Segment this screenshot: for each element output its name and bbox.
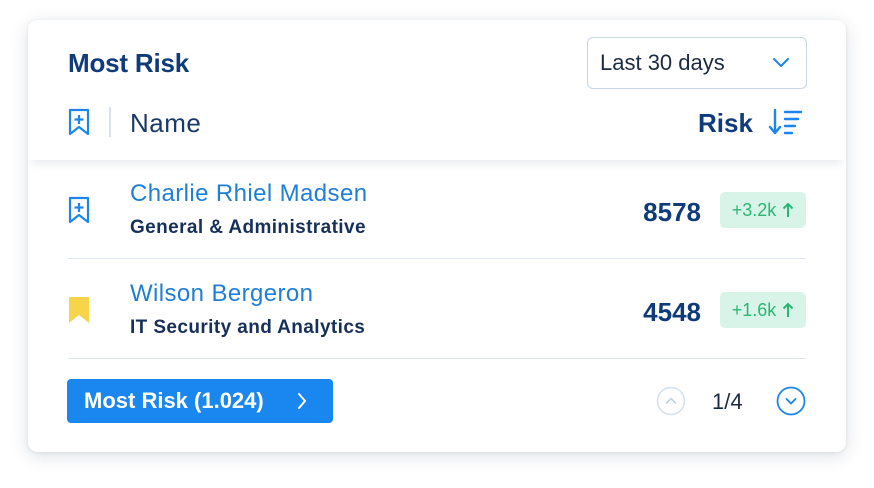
most-risk-card: Most Risk Last 30 days Name Risk bbox=[28, 20, 846, 452]
more-button-label: Most Risk (1.024) bbox=[84, 388, 264, 413]
period-dropdown[interactable]: Last 30 days bbox=[587, 37, 807, 89]
sort-descending-icon[interactable] bbox=[768, 108, 804, 136]
chevron-down-icon bbox=[773, 58, 789, 67]
page-indicator: 1/4 bbox=[712, 389, 743, 414]
risk-score: 8578 bbox=[643, 197, 701, 227]
page-prev-button[interactable] bbox=[656, 386, 686, 416]
chevron-right-icon bbox=[298, 393, 306, 409]
department-label: IT Security and Analytics bbox=[130, 317, 366, 338]
person-name-link[interactable]: Wilson Bergeron bbox=[130, 280, 314, 307]
bookmark-filled-icon[interactable] bbox=[68, 296, 90, 324]
page-next-button[interactable] bbox=[776, 386, 806, 416]
column-header-risk[interactable]: Risk bbox=[698, 108, 753, 138]
table-row[interactable]: Charlie Rhiel Madsen General & Administr… bbox=[68, 160, 806, 259]
risk-delta-value: +1.6k bbox=[731, 299, 777, 320]
card-header: Most Risk Last 30 days Name Risk bbox=[28, 20, 846, 160]
risk-delta-badge: +1.6k bbox=[720, 292, 806, 328]
risk-score: 4548 bbox=[643, 297, 701, 327]
card-title: Most Risk bbox=[68, 48, 190, 78]
risk-delta-value: +3.2k bbox=[731, 199, 777, 220]
person-name-link[interactable]: Charlie Rhiel Madsen bbox=[130, 180, 368, 207]
most-risk-more-button[interactable]: Most Risk (1.024) bbox=[67, 379, 333, 423]
table-row[interactable]: Wilson Bergeron IT Security and Analytic… bbox=[68, 260, 806, 359]
department-label: General & Administrative bbox=[130, 217, 366, 238]
column-divider bbox=[109, 107, 111, 137]
column-header-name[interactable]: Name bbox=[130, 108, 202, 138]
bookmark-add-icon[interactable] bbox=[68, 196, 90, 224]
bookmark-add-icon[interactable] bbox=[68, 108, 90, 136]
arrow-up-icon bbox=[783, 302, 794, 317]
arrow-up-icon bbox=[783, 202, 794, 217]
period-value: Last 30 days bbox=[600, 50, 725, 75]
risk-delta-badge: +3.2k bbox=[720, 192, 806, 228]
